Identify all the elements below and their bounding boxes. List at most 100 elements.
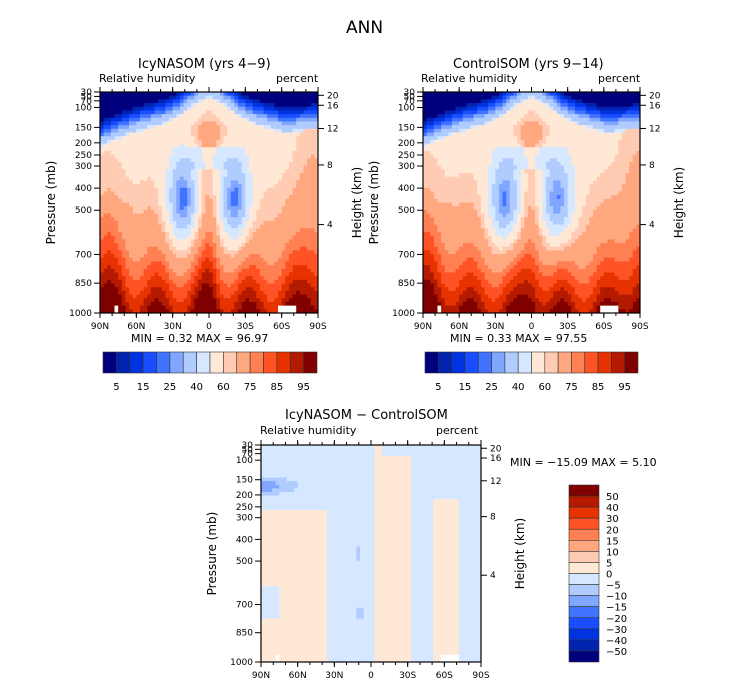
contour-cell [100,176,105,181]
contour-cell [513,154,518,159]
contour-cell [103,195,108,200]
contour-cell [245,257,250,262]
contour-cell [110,261,115,266]
contour-cell [448,147,453,152]
contour-cell [223,161,228,167]
contour-cell [480,110,485,115]
contour-cell [118,165,123,170]
contour-cell [121,305,126,310]
contour-cell [132,235,137,240]
contour-cell [103,139,108,144]
contour-cell [161,143,166,148]
contour-cell [470,147,475,152]
contour-cell [139,132,144,137]
contour-cell [205,224,210,229]
contour-cell [292,290,297,295]
panel-title-diff: IcyNASOM − ControlSOM [285,408,448,423]
contour-cell [219,92,224,97]
contour-cell [437,110,442,115]
contour-cell [209,287,214,292]
contour-cell [281,95,286,100]
contour-cell [625,158,630,163]
contour-cell [176,287,181,292]
contour-cell [219,139,224,144]
contour-cell [212,257,217,262]
contour-cell [212,154,217,159]
contour-cell [187,195,192,200]
contour-cell [267,206,272,211]
contour-cell [216,213,221,218]
contour-cell [194,206,199,211]
contour-cell [274,139,279,144]
contour-cell [110,173,115,178]
contour-cell [274,103,279,108]
contour-cell [169,180,174,185]
contour-cell [110,228,115,233]
contour-cell [234,246,239,251]
contour-cell [103,180,108,185]
contour-cell [238,191,243,196]
contour-cell [267,173,272,178]
contour-cell [183,150,188,156]
contour-cell [270,187,275,192]
contour-cell [114,180,119,185]
contour-cell [423,158,428,163]
contour-cell [513,121,518,126]
contour-cell [596,132,601,137]
contour-cell [589,143,594,148]
contour-cell [278,217,283,222]
contour-cell [187,276,192,281]
contour-cell [139,272,144,277]
contour-cell [169,132,174,137]
contour-cell [509,92,514,97]
contour-cell [230,220,235,225]
contour-cell [190,272,195,277]
contour-cell [223,191,228,196]
contour-cell [209,121,214,126]
contour-cell [480,154,485,159]
contour-cell [517,121,522,126]
contour-cell [531,95,536,100]
contour-cell [433,114,438,119]
contour-cell [241,154,246,159]
contour-cell [629,114,634,119]
contour-cell [506,114,511,119]
contour-cell [212,132,217,137]
contour-cell [103,103,108,108]
contour-cell [288,224,293,229]
contour-cell [245,301,250,307]
contour-cell [230,176,235,181]
contour-cell [256,220,261,225]
contour-cell [592,128,597,133]
contour-cell [596,147,601,152]
contour-cell [618,99,623,104]
contour-cell [223,143,228,148]
contour-cell [603,125,608,130]
contour-cell [209,268,214,273]
contour-cell [139,309,144,314]
contour-cell [227,290,232,295]
contour-cell [299,173,304,178]
contour-cell [165,147,170,152]
contour-cell [451,136,456,141]
contour-cell [582,95,587,100]
contour-cell [209,99,214,104]
contour-cell [187,261,192,266]
contour-cell [241,150,246,156]
contour-cell [582,106,587,111]
contour-cell [143,195,148,200]
contour-cell [470,150,475,156]
contour-cell [132,158,137,163]
contour-cell [296,165,301,170]
contour-cell [125,147,130,152]
contour-cell [100,125,105,130]
contour-cell [574,106,579,111]
contour-cell [209,265,214,270]
contour-cell [183,268,188,273]
contour-cell [535,117,540,122]
contour-cell [169,217,174,222]
contour-cell [462,95,467,100]
contour-cell [502,169,507,174]
contour-cell [205,309,210,314]
contour-cell [621,165,626,170]
